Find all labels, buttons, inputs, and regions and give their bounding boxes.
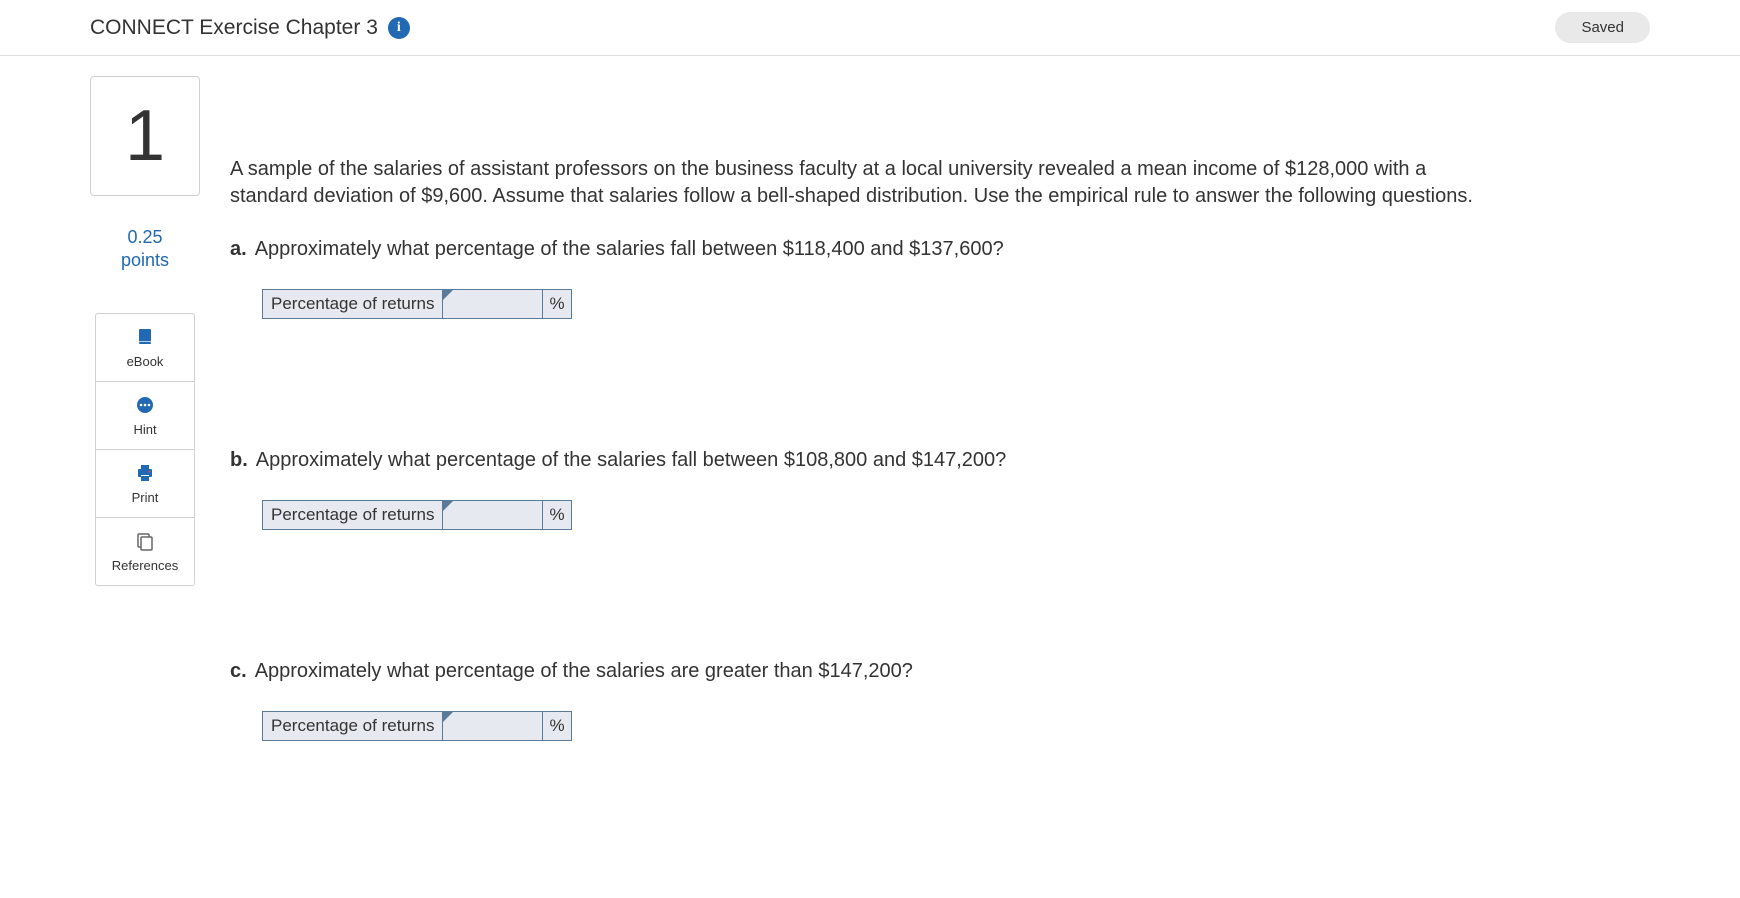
sidebar: 1 0.25 points eBook — [90, 76, 200, 781]
question-number: 1 — [90, 76, 200, 196]
corner-indicator-icon — [443, 712, 453, 722]
ebook-icon — [134, 326, 156, 348]
print-label: Print — [132, 490, 159, 505]
question-a-line: a. Approximately what percentage of the … — [230, 238, 1650, 261]
ebook-button[interactable]: eBook — [96, 314, 194, 382]
question-b-letter: b. — [230, 449, 248, 472]
main: 1 0.25 points eBook — [0, 56, 1740, 801]
answer-input-b[interactable] — [443, 501, 542, 529]
saved-badge: Saved — [1555, 12, 1650, 43]
page-title: CONNECT Exercise Chapter 3 — [90, 16, 378, 40]
hint-icon — [134, 394, 156, 416]
print-icon — [134, 462, 156, 484]
answer-input-cell-c — [443, 712, 543, 741]
answer-unit-a: % — [543, 290, 571, 319]
points-text: points — [121, 250, 169, 270]
question-c-line: c. Approximately what percentage of the … — [230, 660, 1650, 683]
question-b: b. Approximately what percentage of the … — [230, 449, 1650, 530]
hint-label: Hint — [133, 422, 156, 437]
tool-buttons: eBook Hint — [95, 313, 195, 586]
answer-label-c: Percentage of returns — [263, 712, 443, 741]
hint-button[interactable]: Hint — [96, 382, 194, 450]
answer-input-cell-b — [443, 501, 543, 530]
question-c: c. Approximately what percentage of the … — [230, 660, 1650, 741]
ebook-label: eBook — [127, 354, 164, 369]
answer-input-c[interactable] — [443, 712, 542, 740]
answer-label-b: Percentage of returns — [263, 501, 443, 530]
answer-table-a: Percentage of returns % — [262, 289, 572, 319]
question-b-line: b. Approximately what percentage of the … — [230, 449, 1650, 472]
references-label: References — [112, 558, 178, 573]
question-c-text: Approximately what percentage of the sal… — [255, 660, 913, 683]
question-a-text: Approximately what percentage of the sal… — [255, 238, 1004, 261]
answer-table-b: Percentage of returns % — [262, 500, 572, 530]
header-left: CONNECT Exercise Chapter 3 i — [90, 16, 410, 40]
question-c-letter: c. — [230, 660, 247, 683]
answer-unit-c: % — [543, 712, 571, 741]
corner-indicator-icon — [443, 290, 453, 300]
question-a: a. Approximately what percentage of the … — [230, 238, 1650, 319]
points-label: 0.25 points — [121, 226, 169, 273]
print-button[interactable]: Print — [96, 450, 194, 518]
answer-unit-b: % — [543, 501, 571, 530]
question-b-text: Approximately what percentage of the sal… — [256, 449, 1007, 472]
references-icon — [134, 530, 156, 552]
question-a-letter: a. — [230, 238, 247, 261]
content: A sample of the salaries of assistant pr… — [230, 76, 1650, 781]
intro-text: A sample of the salaries of assistant pr… — [230, 156, 1480, 210]
answer-input-cell-a — [443, 290, 543, 319]
points-value: 0.25 — [127, 227, 162, 247]
corner-indicator-icon — [443, 501, 453, 511]
answer-table-c: Percentage of returns % — [262, 711, 572, 741]
answer-label-a: Percentage of returns — [263, 290, 443, 319]
references-button[interactable]: References — [96, 518, 194, 585]
header: CONNECT Exercise Chapter 3 i Saved — [0, 0, 1740, 56]
answer-input-a[interactable] — [443, 290, 542, 318]
info-icon[interactable]: i — [388, 17, 410, 39]
